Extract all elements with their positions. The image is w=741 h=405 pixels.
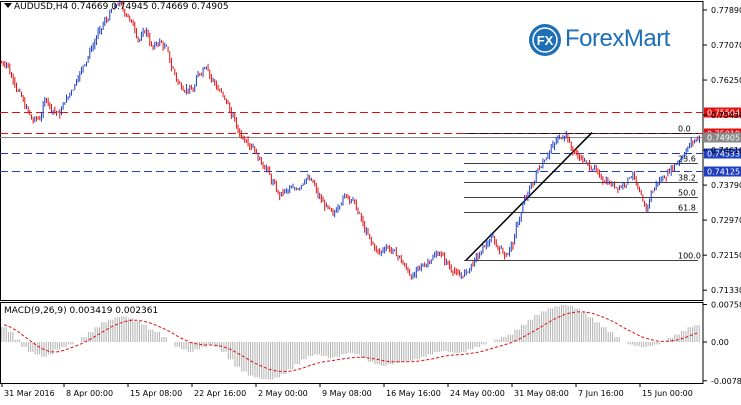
level-price-badge — [704, 107, 741, 118]
time-axis: 31 Mar 2016 8 Apr 00:00 15 Apr 08:00 22 Apr… — [1, 383, 693, 398]
symbol-label: AUDUSD,H4 — [14, 2, 69, 12]
fib-level-label: 23.6 — [678, 155, 696, 164]
level-price-label: 0.75504 — [707, 109, 740, 118]
forexmart-logo-icon: FX — [529, 24, 561, 56]
price-tick-label: 0.71330 — [711, 286, 741, 295]
time-tick-label: 24 May 00:00 — [450, 389, 505, 398]
level-price-badge — [704, 148, 741, 159]
level-price-label: 0.74533 — [707, 150, 740, 159]
price-tick-label: 0.73790 — [711, 181, 741, 190]
macd-tick-label: 0.007588 — [711, 301, 741, 310]
ohlc-values: 0.74669 0.74945 0.74669 0.74905 — [71, 2, 229, 12]
time-tick-label: 2 May 00:00 — [258, 389, 308, 398]
fib-level-label: 61.8 — [678, 204, 696, 213]
candlestick-series — [1, 0, 700, 280]
price-tick-label: 0.77070 — [711, 41, 741, 50]
chart-frame — [0, 1, 704, 384]
forexmart-logo: FX ForexMart — [527, 22, 697, 58]
price-tick-label: 0.77890 — [711, 6, 741, 15]
price-tick-label: 0.75430 — [711, 111, 741, 120]
macd-label: MACD(9,26,9) 0.003419 0.002361 — [4, 306, 159, 316]
time-tick-label: 9 May 08:00 — [322, 389, 372, 398]
macd-indicator — [1, 304, 700, 380]
fib-trendline — [465, 132, 593, 261]
time-tick-label: 15 Jun 00:00 — [642, 389, 693, 398]
price-axis: 0.77890 0.77070 0.76250 0.75430 0.74610 0.737… — [703, 6, 741, 386]
chart-header: AUDUSD,H4 0.74669 0.74945 0.74669 0.7490… — [4, 2, 229, 12]
logo-text: ForexMart — [565, 25, 670, 52]
time-tick-label: 8 Apr 00:00 — [66, 389, 113, 398]
time-tick-label: 7 Jun 16:00 — [578, 389, 624, 398]
time-tick-label: 16 May 16:00 — [386, 389, 441, 398]
time-tick-label: 15 Apr 08:00 — [130, 389, 182, 398]
fibonacci-retracement: 0.0 23.6 38.2 50.0 61.8 100.0 — [464, 125, 701, 261]
time-tick-label: 22 Apr 16:00 — [194, 389, 246, 398]
level-price-badge — [704, 132, 741, 143]
macd-tick-label: 0.00 — [711, 338, 729, 347]
dropdown-triangle-icon[interactable] — [4, 3, 12, 8]
macd-tick-label: -0.007849 — [711, 377, 741, 386]
logo-mark: FX — [537, 33, 554, 48]
level-price-badge — [704, 166, 741, 177]
level-price-label: 0.74905 — [707, 134, 740, 143]
price-tick-label: 0.72970 — [711, 216, 741, 225]
macd-pane-border — [0, 302, 704, 384]
fib-level-label: 100.0 — [678, 252, 701, 261]
fib-level-label: 38.2 — [678, 174, 696, 183]
price-tick-label: 0.76250 — [711, 76, 741, 85]
time-tick-label: 31 May 08:00 — [514, 389, 569, 398]
time-tick-label: 31 Mar 2016 — [4, 389, 55, 398]
price-tick-label: 0.74610 — [711, 146, 741, 155]
fib-level-label: 0.0 — [678, 125, 691, 134]
price-tick-label: 0.72150 — [711, 251, 741, 260]
fib-level-label: 50.0 — [678, 189, 696, 198]
price-pane-border — [0, 1, 704, 301]
level-price-label: 0.74125 — [707, 168, 740, 177]
